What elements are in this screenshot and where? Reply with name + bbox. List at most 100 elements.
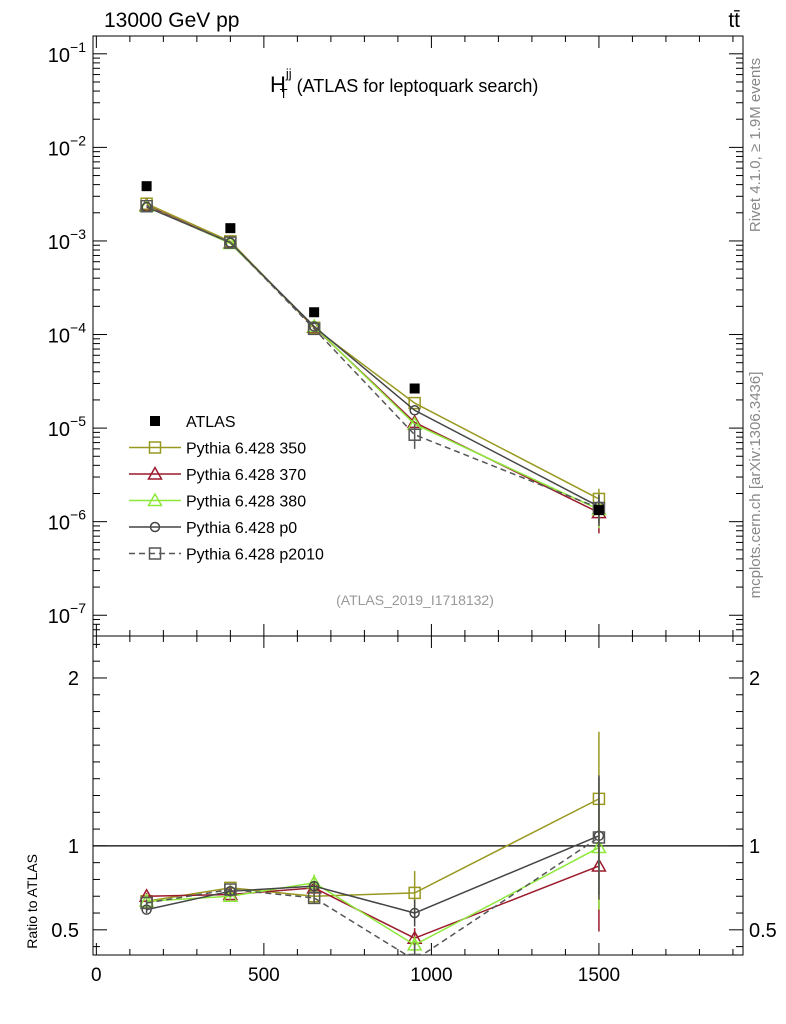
y-tick-exponent: −4: [70, 320, 86, 336]
y-tick-mantissa: 10: [48, 419, 70, 441]
legend-marker: [147, 492, 163, 507]
energy-label: 13000 GeV pp: [104, 9, 239, 32]
series-point: [225, 237, 236, 248]
legend: ATLAS Pythia 6.428 350 Pythia 6.428 370 Pyt…: [129, 414, 324, 564]
ratio-tick-label-left: 0.5: [51, 920, 79, 942]
atlas-data-point: [225, 223, 236, 234]
legend-label: ATLAS: [186, 414, 236, 431]
ratio-point: [409, 907, 420, 919]
y-tick-exponent: −3: [70, 226, 86, 242]
legend-marker: [149, 521, 161, 533]
y-tick-label: 10−3: [48, 226, 86, 254]
y-tick-mantissa: 10: [48, 606, 70, 628]
x-tick-label: 1000: [410, 965, 452, 986]
series-line: [146, 205, 600, 509]
y-tick-mantissa: 10: [48, 513, 70, 535]
legend-marker: [150, 416, 160, 426]
y-tick-exponent: −6: [70, 507, 86, 523]
mcplots-label: mcplots.cern.ch [arXiv:1306.3436]: [747, 372, 764, 599]
series-point: [140, 199, 153, 213]
y-tick-mantissa: 10: [48, 45, 70, 67]
x-tick-label: 0: [91, 965, 102, 986]
ratio-line: [146, 798, 600, 903]
analysis-id: (ATLAS_2019_I1718132): [336, 592, 494, 608]
legend-label: Pythia 6.428 350: [186, 441, 306, 458]
y-tick-exponent: −7: [70, 600, 86, 616]
ratio-point: [307, 891, 321, 905]
ratio-series-clip-group: [138, 731, 607, 955]
legend-entry-atlas: ATLAS: [150, 414, 236, 431]
main-series-clip-group: [138, 181, 607, 534]
ratio-tick-label-right: 2: [749, 668, 760, 690]
y-tick-label: 10−2: [48, 132, 86, 160]
y-tick-label: 10−4: [48, 320, 86, 348]
atlas-data-point: [309, 307, 320, 318]
atlas-data-point: [141, 181, 152, 192]
atlas-data-point: [409, 383, 420, 394]
legend-label: Pythia 6.428 p0: [186, 520, 297, 537]
ratio-ylabel: Ratio to ATLAS: [24, 854, 40, 949]
ratio-tick-label-right: 0.5: [749, 920, 777, 942]
ratio-point: [224, 883, 237, 896]
series-point: [408, 428, 421, 441]
ratio-series-4: [140, 775, 606, 955]
atlas-data-point: [593, 505, 604, 516]
ratio-series-0: [140, 731, 606, 915]
legend-entry-0: Pythia 6.428 350: [129, 441, 306, 458]
plot-title-main: H: [270, 72, 286, 97]
plot-title-subscript: T: [280, 86, 288, 101]
y-tick-mantissa: 10: [48, 138, 70, 160]
rivet-label: Rivet 4.1.0, ≥ 1.9M events: [747, 58, 764, 232]
ratio-point: [592, 831, 606, 844]
series-point: [308, 321, 320, 332]
ratio-point: [140, 896, 153, 910]
ratio-line: [146, 835, 600, 914]
y-tick-label: 10−7: [48, 600, 86, 628]
ratio-plot-frame: [92, 635, 744, 956]
legend-marker: [147, 465, 163, 480]
main-panel-series: [138, 181, 607, 534]
ratio-series-2: [138, 785, 607, 954]
legend-marker: [148, 441, 162, 454]
plot-title-superscript: jj: [285, 66, 292, 81]
atlas-data: [141, 181, 604, 516]
series-point: [409, 405, 420, 416]
ratio-point: [408, 953, 421, 955]
process-label: tt̄: [728, 9, 740, 32]
ratio-panel-series: [138, 731, 607, 955]
series-line: [146, 206, 600, 508]
ratio-series-3: [141, 777, 605, 927]
series-point: [408, 396, 421, 410]
y-tick-mantissa: 10: [48, 232, 70, 254]
ratio-tick-label-left: 1: [68, 836, 79, 858]
ratio-tick-label-right: 1: [749, 836, 760, 858]
ratio-line: [146, 846, 600, 946]
plot-title-rest: (ATLAS for leptoquark search): [292, 76, 539, 96]
legend-entry-4: Pythia 6.428 p2010: [129, 547, 324, 564]
legend-label: Pythia 6.428 p2010: [186, 547, 324, 564]
ratio-point: [308, 880, 320, 892]
axis-ticks: 0 500 1000 150010−710−610−510−410−310−210−1…: [48, 36, 777, 986]
y-tick-label: 10−1: [48, 39, 86, 67]
legend-entry-2: Pythia 6.428 380: [129, 492, 306, 511]
series-point: [307, 322, 321, 336]
plot-title: Hjj T (ATLAS for leptoquark search): [270, 66, 538, 101]
y-tick-exponent: −2: [70, 132, 86, 148]
series-4: [140, 199, 606, 526]
series-0: [140, 197, 606, 513]
y-tick-mantissa: 10: [48, 326, 70, 348]
y-tick-label: 10−5: [48, 413, 86, 441]
ratio-point: [408, 886, 421, 900]
legend-label: Pythia 6.428 370: [186, 467, 306, 484]
legend-label: Pythia 6.428 380: [186, 494, 306, 511]
x-tick-label: 1500: [578, 965, 620, 986]
series-point: [224, 236, 237, 249]
ratio-series-1: [138, 800, 607, 949]
y-tick-label: 10−6: [48, 507, 86, 535]
ratio-tick-label-left: 2: [68, 668, 79, 690]
x-tick-label: 500: [248, 965, 280, 986]
legend-marker: [148, 547, 162, 560]
legend-entry-1: Pythia 6.428 370: [129, 465, 306, 484]
y-tick-exponent: −1: [70, 39, 86, 55]
